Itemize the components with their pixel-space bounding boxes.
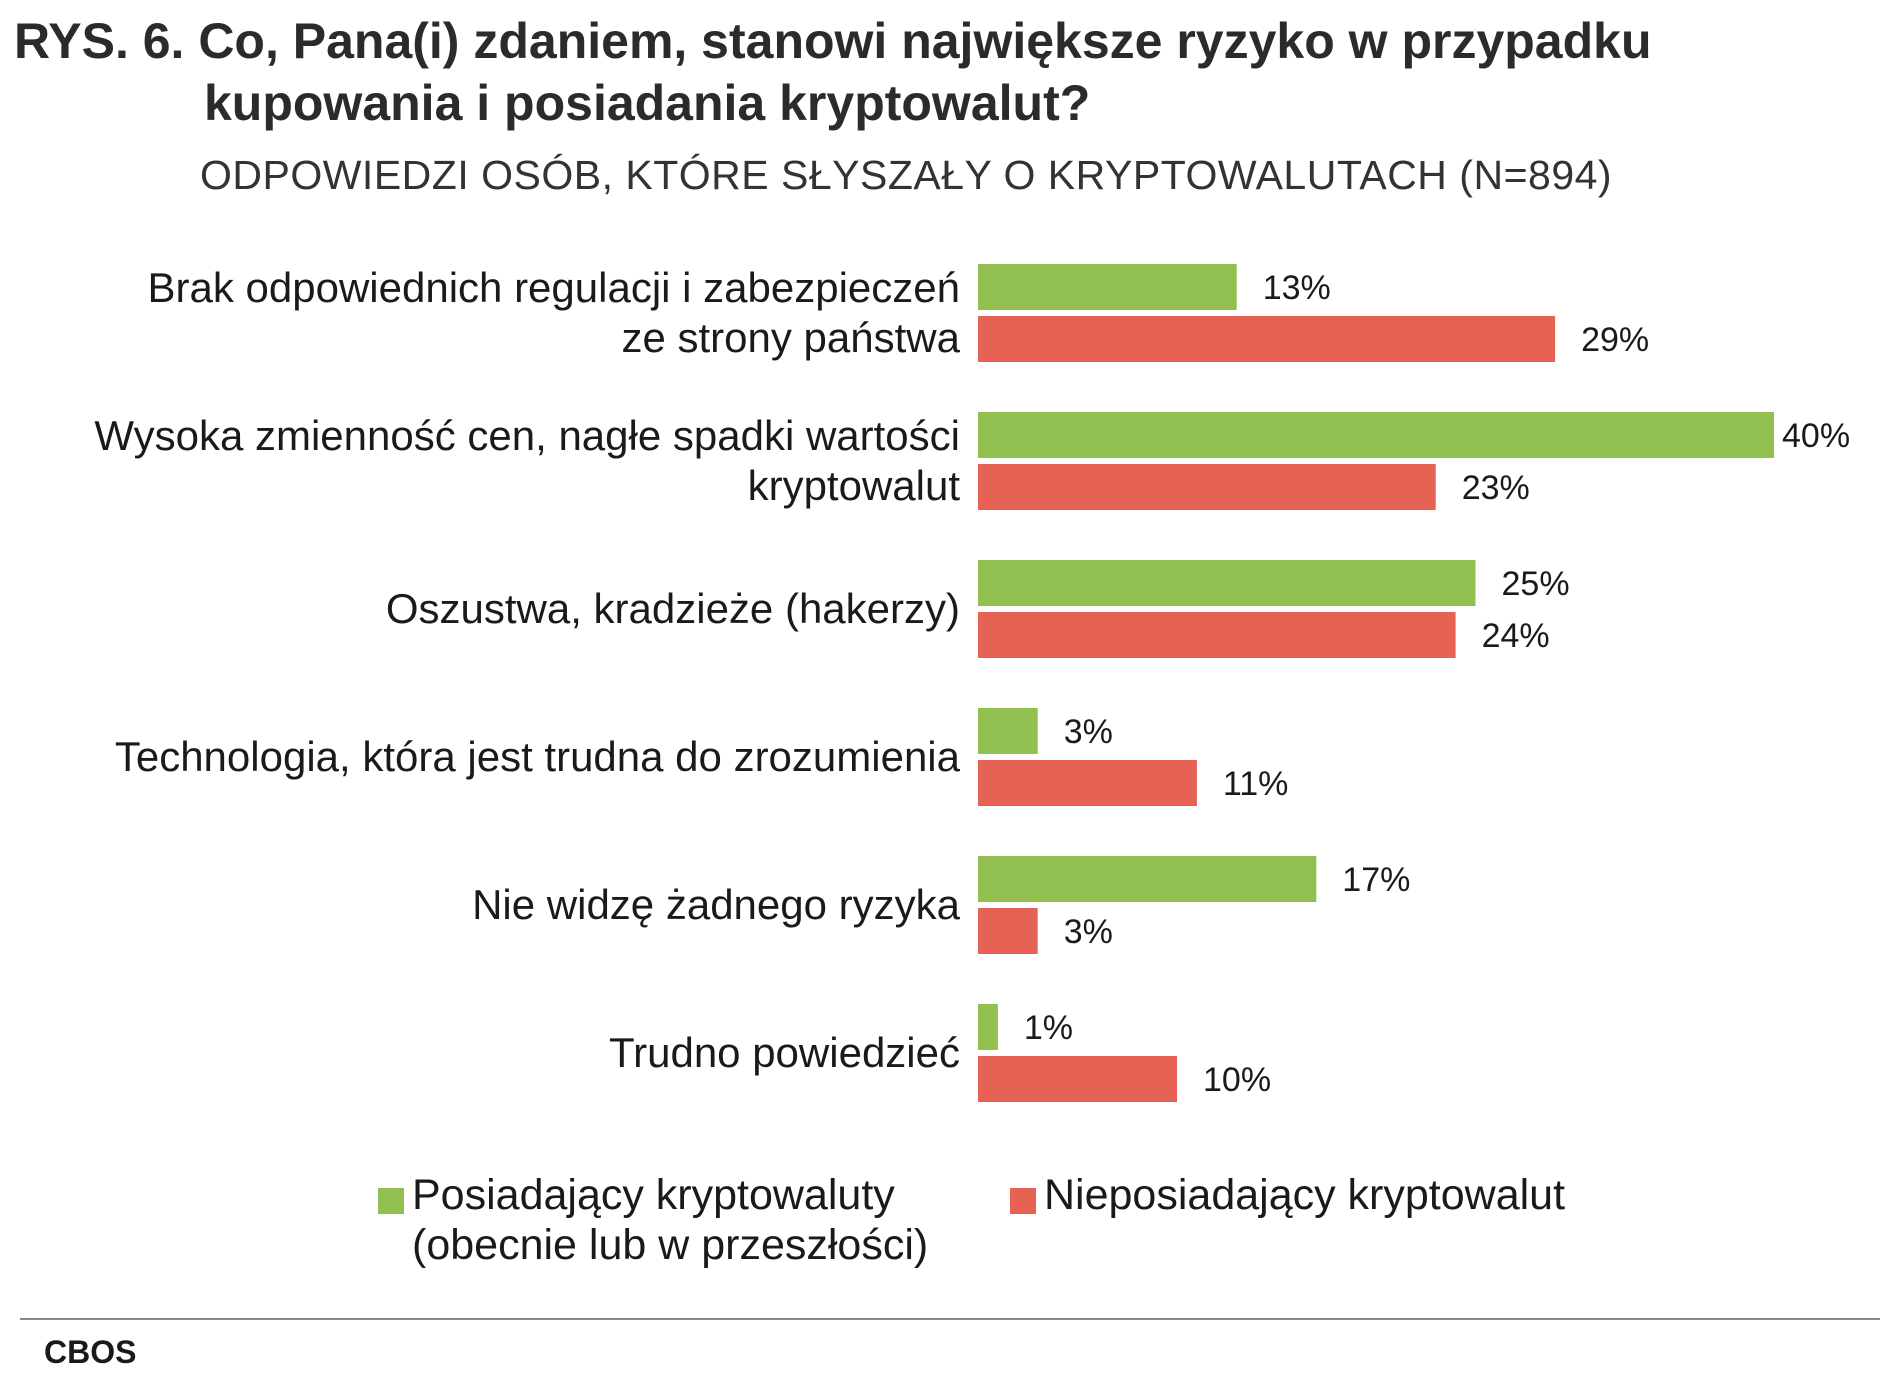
- value-label-owners-5: 1%: [1024, 1009, 1073, 1047]
- chart-title: RYS. 6. Co, Pana(i) zdaniem, stanowi naj…: [14, 10, 1874, 134]
- category-label-3-line1: Technologia, która jest trudna do zrozum…: [115, 733, 961, 780]
- bar-owners-5: [978, 1004, 998, 1050]
- category-label-4-line1: Nie widzę żadnego ryzyka: [472, 881, 961, 928]
- value-label-owners-4: 17%: [1342, 861, 1410, 899]
- value-label-nonowners-5: 10%: [1203, 1061, 1271, 1099]
- legend-swatch-owners: [378, 1188, 404, 1214]
- legend-label-nonowners: Nieposiadający kryptowalut: [1044, 1171, 1566, 1219]
- value-label-owners-3: 3%: [1064, 713, 1113, 751]
- category-label-1-line1: Wysoka zmienność cen, nagłe spadki warto…: [94, 412, 960, 459]
- bar-owners-4: [978, 856, 1317, 902]
- legend-label-owners: Posiadający kryptowaluty (obecnie lub w …: [412, 1170, 928, 1270]
- value-label-owners-1: 40%: [1782, 417, 1850, 455]
- category-label-0-line2: ze strony państwa: [621, 314, 960, 361]
- category-label-0-line1: Brak odpowiednich regulacji i zabezpiecz…: [148, 264, 960, 311]
- value-label-nonowners-1: 23%: [1462, 469, 1530, 507]
- bar-owners-3: [978, 708, 1038, 754]
- value-label-nonowners-4: 3%: [1064, 913, 1113, 951]
- legend-label-owners-line1: Posiadający kryptowaluty: [412, 1171, 895, 1219]
- bar-owners-0: [978, 264, 1237, 310]
- value-label-nonowners-0: 29%: [1581, 321, 1649, 359]
- chart-subtitle: ODPOWIEDZI OSÓB, KTÓRE SŁYSZAŁY O KRYPTO…: [200, 152, 1613, 198]
- source-label: CBOS: [44, 1334, 137, 1370]
- category-label-1-line2: kryptowalut: [748, 462, 961, 509]
- chart-title-line1: RYS. 6. Co, Pana(i) zdaniem, stanowi naj…: [14, 13, 1652, 69]
- category-label-2-line1: Oszustwa, kradzieże (hakerzy): [386, 585, 960, 632]
- value-label-owners-2: 25%: [1502, 565, 1570, 603]
- bar-owners-2: [978, 560, 1476, 606]
- bar-nonowners-2: [978, 612, 1456, 658]
- category-label-5-line1: Trudno powiedzieć: [609, 1029, 960, 1076]
- bar-chart: 13% 29% Brak odpowiednich regulacji i zabe…: [94, 264, 1850, 1102]
- bar-nonowners-0: [978, 316, 1556, 362]
- legend-swatch-nonowners: [1010, 1188, 1036, 1214]
- bar-nonowners-3: [978, 760, 1197, 806]
- bar-nonowners-5: [978, 1056, 1177, 1102]
- bar-group: 13% 29% Brak odpowiednich regulacji i zabe…: [94, 264, 1850, 1102]
- chart-title-line2: kupowania i posiadania kryptowalut?: [204, 75, 1091, 131]
- value-label-nonowners-3: 11%: [1223, 765, 1289, 803]
- value-label-owners-0: 13%: [1263, 269, 1331, 307]
- bar-nonowners-4: [978, 908, 1038, 954]
- value-label-nonowners-2: 24%: [1482, 617, 1550, 655]
- bar-nonowners-1: [978, 464, 1436, 510]
- legend-label-owners-line2: (obecnie lub w przeszłości): [412, 1221, 929, 1269]
- footer-divider: [20, 1318, 1880, 1320]
- bar-owners-1: [978, 412, 1774, 458]
- chart-legend: Posiadający kryptowaluty (obecnie lub w …: [378, 1170, 1678, 1280]
